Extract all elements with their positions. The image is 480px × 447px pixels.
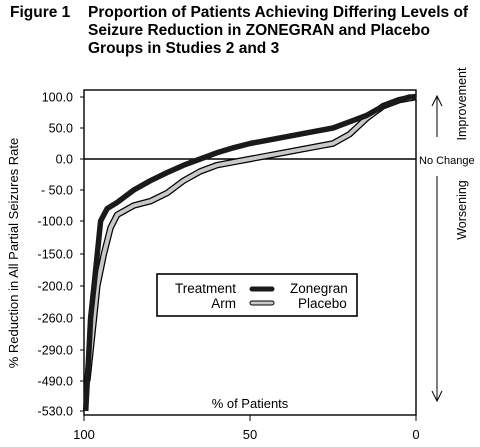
y-tick-label: 50.0: [49, 122, 73, 136]
series-placebo-line: [85, 95, 417, 382]
y-tick-label: -290.0: [38, 344, 73, 358]
y-tick-label: - 50.0: [41, 184, 73, 198]
y-tick-label: -530.0: [38, 405, 73, 419]
figure-caption: Proportion of Patients Achieving Differi…: [88, 4, 469, 57]
series-layer: [82, 93, 417, 412]
improvement-annotation: Improvement: [431, 67, 469, 140]
improvement-arrow-head: [431, 94, 443, 107]
y-axis-ticks: 100.0 50.0 0.0 - 50.0 -100.0 -150.0 -200.0 -260…: [38, 91, 84, 419]
x-tick-label: 100: [73, 427, 95, 442]
x-tick-label: 0: [412, 427, 419, 442]
y-axis-label: % Reduction in All Partial Seizures Rate: [6, 138, 21, 369]
x-axis-label: % of Patients: [212, 396, 289, 411]
y-tick-label: 0.0: [56, 153, 73, 167]
legend-title-line2: Arm: [211, 296, 236, 311]
y-tick-label: 100.0: [42, 91, 73, 105]
legend-label-placebo: Placebo: [298, 296, 347, 311]
legend-title-line1: Treatment: [175, 281, 236, 296]
worsening-label: Worsening: [455, 180, 469, 240]
worsening-arrow-head: [431, 390, 443, 403]
y-tick-label: -100.0: [38, 215, 73, 229]
y-tick-label: -150.0: [38, 248, 73, 262]
series-placebo-outline: [84, 93, 417, 382]
plot-frame: [83, 89, 417, 416]
x-axis-ticks: 100 50 0: [73, 415, 420, 442]
improvement-label: Improvement: [455, 67, 469, 140]
legend: Treatment Arm Zonegran Placebo: [156, 273, 358, 317]
legend-label-zonegran: Zonegran: [290, 281, 348, 296]
legend-box: [156, 273, 358, 317]
no-change-label: No Change: [419, 155, 475, 167]
y-tick-label: -490.0: [38, 375, 73, 389]
y-tick-label: -200.0: [38, 280, 73, 294]
figure-number: Figure 1: [10, 4, 71, 21]
x-tick-label: 50: [243, 427, 257, 442]
series-zonegran-line: [82, 94, 416, 412]
y-tick-label: -260.0: [38, 312, 73, 326]
worsening-annotation: Worsening: [431, 176, 469, 403]
